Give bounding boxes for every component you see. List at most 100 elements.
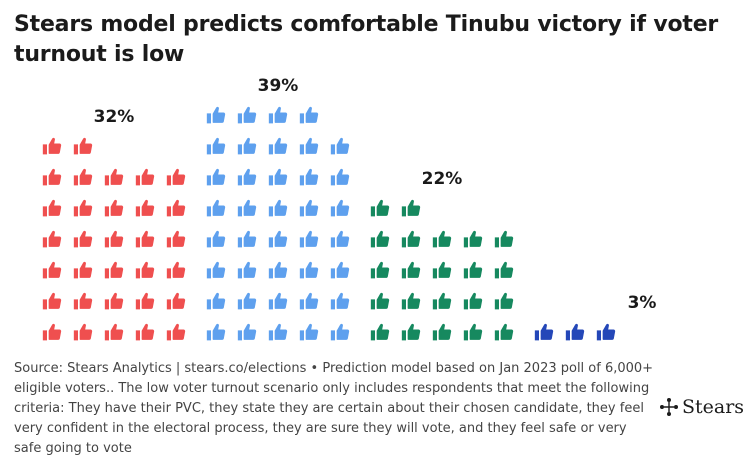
thumbs-up-icon	[42, 323, 62, 341]
thumbs-up-icon	[268, 292, 288, 310]
thumbs-up-icon	[237, 261, 257, 279]
thumbs-up-icon	[330, 137, 350, 155]
thumbs-up-icon	[135, 199, 155, 217]
thumbs-up-icon	[299, 137, 319, 155]
thumbs-up-icon	[206, 261, 226, 279]
thumbs-up-icon	[432, 261, 452, 279]
chart-title: Stears model predicts comfortable Tinubu…	[14, 12, 719, 67]
thumbs-up-icon	[206, 292, 226, 310]
stears-logo: Stears	[659, 396, 744, 418]
thumbs-up-icon	[42, 261, 62, 279]
thumbs-up-icon	[42, 137, 62, 155]
thumbs-up-icon	[73, 261, 93, 279]
thumbs-up-icon	[401, 199, 421, 217]
thumbs-up-icon	[330, 168, 350, 186]
thumbs-up-icon	[104, 168, 124, 186]
thumbs-up-icon	[206, 230, 226, 248]
thumbs-up-icon	[206, 168, 226, 186]
thumbs-up-icon	[494, 261, 514, 279]
percent-label: 22%	[422, 169, 463, 189]
thumbs-up-icon	[401, 230, 421, 248]
thumbs-up-icon	[268, 106, 288, 124]
thumbs-up-icon	[135, 261, 155, 279]
percent-label: 3%	[628, 293, 657, 313]
thumbs-up-icon	[370, 292, 390, 310]
thumbs-up-icon	[206, 199, 226, 217]
thumbs-up-icon	[330, 199, 350, 217]
thumbs-up-icon	[237, 292, 257, 310]
thumbs-up-icon	[432, 230, 452, 248]
thumbs-up-icon	[166, 323, 186, 341]
pictograph-chart: 32% 39% 22% 3%	[42, 76, 657, 341]
thumbs-up-icon	[268, 168, 288, 186]
thumbs-up-icon	[206, 137, 226, 155]
stears-logo-icon	[660, 398, 678, 416]
thumbs-up-icon	[206, 106, 226, 124]
thumbs-up-icon	[370, 199, 390, 217]
thumbs-up-icon	[73, 137, 93, 155]
thumbs-up-icon	[135, 323, 155, 341]
source-note: Source: Stears Analytics | stears.co/ele…	[14, 361, 654, 456]
thumbs-up-icon	[135, 292, 155, 310]
thumbs-up-icon	[73, 292, 93, 310]
thumbs-up-icon	[596, 323, 616, 341]
thumbs-up-icon	[166, 168, 186, 186]
thumbs-up-icon	[463, 323, 483, 341]
thumbs-up-icon	[104, 261, 124, 279]
thumbs-up-icon	[104, 323, 124, 341]
thumbs-up-icon	[166, 292, 186, 310]
thumbs-up-icon	[206, 323, 226, 341]
thumbs-up-icon	[432, 323, 452, 341]
thumbs-up-icon	[463, 261, 483, 279]
thumbs-up-icon	[463, 292, 483, 310]
thumbs-up-icon	[104, 199, 124, 217]
thumbs-up-icon	[42, 168, 62, 186]
thumbs-up-icon	[268, 261, 288, 279]
thumbs-up-icon	[299, 199, 319, 217]
thumbs-up-icon	[401, 323, 421, 341]
thumbs-up-icon	[299, 323, 319, 341]
thumbs-up-icon	[330, 261, 350, 279]
thumbs-up-icon	[494, 323, 514, 341]
thumbs-up-icon	[104, 230, 124, 248]
thumbs-up-icon	[463, 230, 483, 248]
thumbs-up-icon	[166, 261, 186, 279]
thumbs-up-icon	[299, 230, 319, 248]
thumbs-up-icon	[42, 230, 62, 248]
thumbs-up-icon	[299, 292, 319, 310]
thumbs-up-icon	[299, 168, 319, 186]
thumbs-up-icon	[370, 230, 390, 248]
thumbs-up-icon	[268, 137, 288, 155]
thumbs-up-icon	[166, 199, 186, 217]
thumbs-up-icon	[268, 323, 288, 341]
thumbs-up-icon	[299, 106, 319, 124]
thumbs-up-icon	[166, 230, 186, 248]
thumbs-up-icon	[237, 106, 257, 124]
thumbs-up-icon	[494, 292, 514, 310]
thumbs-up-icon	[135, 230, 155, 248]
thumbs-up-icon	[330, 292, 350, 310]
thumbs-up-icon	[268, 230, 288, 248]
thumbs-up-icon	[401, 261, 421, 279]
thumbs-up-icon	[73, 323, 93, 341]
thumbs-up-icon	[73, 230, 93, 248]
thumbs-up-icon	[73, 199, 93, 217]
brand-name: Stears	[682, 396, 745, 418]
thumbs-up-icon	[42, 292, 62, 310]
thumbs-up-icon	[42, 199, 62, 217]
thumbs-up-icon	[330, 323, 350, 341]
thumbs-up-icon	[299, 261, 319, 279]
thumbs-up-icon	[237, 168, 257, 186]
thumbs-up-icon	[237, 230, 257, 248]
thumbs-up-icon	[370, 261, 390, 279]
thumbs-up-icon	[494, 230, 514, 248]
thumbs-up-icon	[534, 323, 554, 341]
thumbs-up-icon	[135, 168, 155, 186]
thumbs-up-icon	[237, 199, 257, 217]
thumbs-up-icon	[237, 137, 257, 155]
thumbs-up-icon	[401, 292, 421, 310]
thumbs-up-icon	[73, 168, 93, 186]
thumbs-up-icon	[268, 199, 288, 217]
thumbs-up-icon	[104, 292, 124, 310]
thumbs-up-icon	[565, 323, 585, 341]
